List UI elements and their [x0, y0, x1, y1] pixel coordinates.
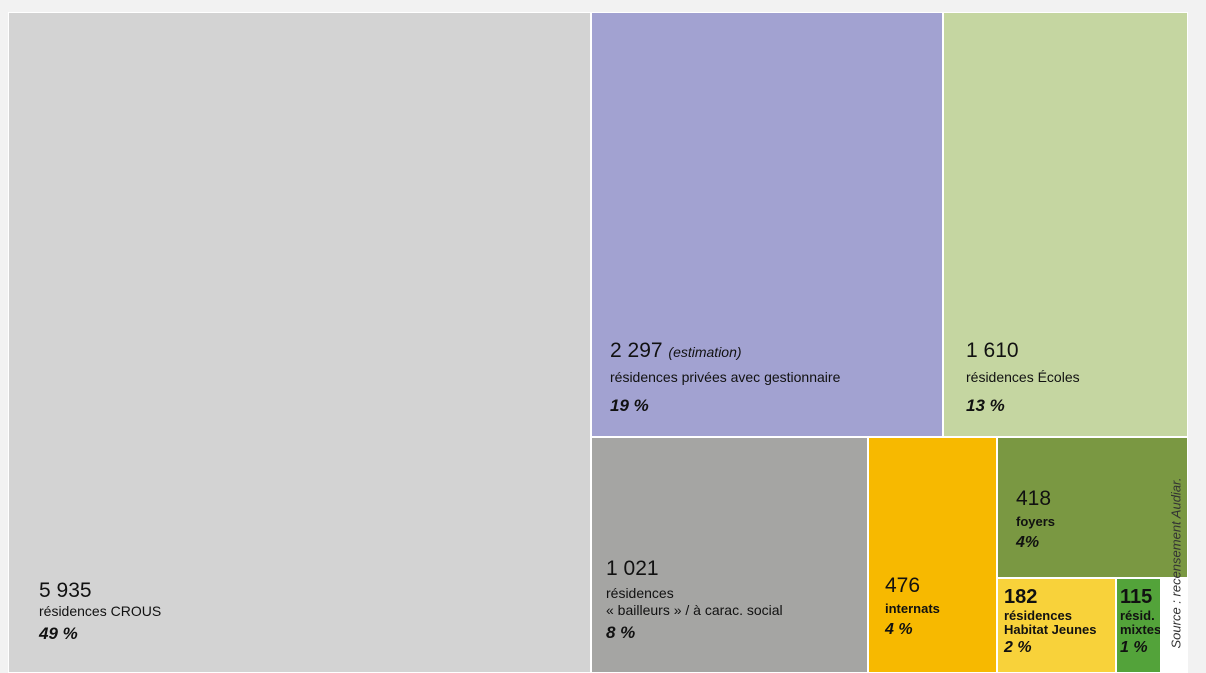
tile-label-mixtes: 115 résid. mixtes 1 % [1120, 585, 1161, 657]
tile-privees: 2 297 (estimation) résidences privées av… [591, 12, 943, 437]
percent-privees: 19 % [610, 395, 649, 415]
value-ecoles: 1 610 [966, 339, 1019, 362]
category-habitat-jeunes: résidences Habitat Jeunes [1004, 608, 1097, 638]
percent-crous: 49 % [39, 623, 78, 643]
tile-ecoles: 1 610 résidences Écoles 13 % [943, 12, 1188, 437]
value-mixtes: 115 [1120, 586, 1153, 608]
value-habitat-jeunes: 182 [1004, 586, 1038, 608]
percent-bailleurs: 8 % [606, 622, 636, 642]
percent-mixtes: 1 % [1120, 638, 1148, 656]
tile-mixtes: 115 résid. mixtes 1 % [1116, 578, 1161, 673]
source-note: Source : recensement Audiar. [1164, 453, 1188, 673]
tile-habitat-jeunes: 182 résidences Habitat Jeunes 2 % [997, 578, 1116, 673]
value-privees: 2 297 (estimation) [610, 338, 840, 363]
value-internats: 476 [885, 574, 921, 597]
tile-label-bailleurs: 1 021 résidences « bailleurs » / à carac… [606, 556, 783, 643]
tile-label-foyers: 418 foyers 4% [1016, 486, 1055, 553]
note-estimation: (estimation) [668, 344, 742, 360]
category-foyers: foyers [1016, 514, 1056, 530]
category-mixtes: résid. mixtes [1120, 608, 1161, 638]
category-internats: internats [885, 601, 940, 617]
category-privees: résidences privées avec gestionnaire [610, 369, 841, 386]
value-foyers: 418 [1016, 487, 1052, 510]
tile-label-habitat-jeunes: 182 résidences Habitat Jeunes 2 % [1004, 585, 1096, 657]
percent-ecoles: 13 % [966, 395, 1005, 415]
category-ecoles: résidences Écoles [966, 369, 1080, 386]
percent-foyers: 4% [1016, 534, 1040, 552]
tile-internats: 476 internats 4 % [868, 437, 997, 673]
tile-label-ecoles: 1 610 résidences Écoles 13 % [966, 338, 1080, 416]
tile-label-privees: 2 297 (estimation) résidences privées av… [610, 338, 840, 416]
tile-crous: 5 935 résidences CROUS 49 % [8, 12, 591, 673]
percent-habitat-jeunes: 2 % [1004, 638, 1032, 656]
value-bailleurs: 1 021 [606, 557, 659, 580]
category-bailleurs: résidences « bailleurs » / à carac. soci… [606, 585, 783, 618]
percent-internats: 4 % [885, 621, 913, 639]
treemap-chart: 5 935 résidences CROUS 49 % 2 297 (estim… [8, 12, 1188, 673]
tile-label-internats: 476 internats 4 % [885, 573, 940, 640]
category-crous: résidences CROUS [39, 602, 162, 619]
source-text: Source : recensement Audiar. [1168, 477, 1184, 649]
tile-bailleurs: 1 021 résidences « bailleurs » / à carac… [591, 437, 868, 673]
value-privees-number: 2 297 [610, 339, 663, 362]
value-crous: 5 935 [39, 578, 92, 602]
tile-label-crous: 5 935 résidences CROUS 49 % [39, 578, 161, 644]
tile-foyers: 418 foyers 4% [997, 437, 1188, 578]
